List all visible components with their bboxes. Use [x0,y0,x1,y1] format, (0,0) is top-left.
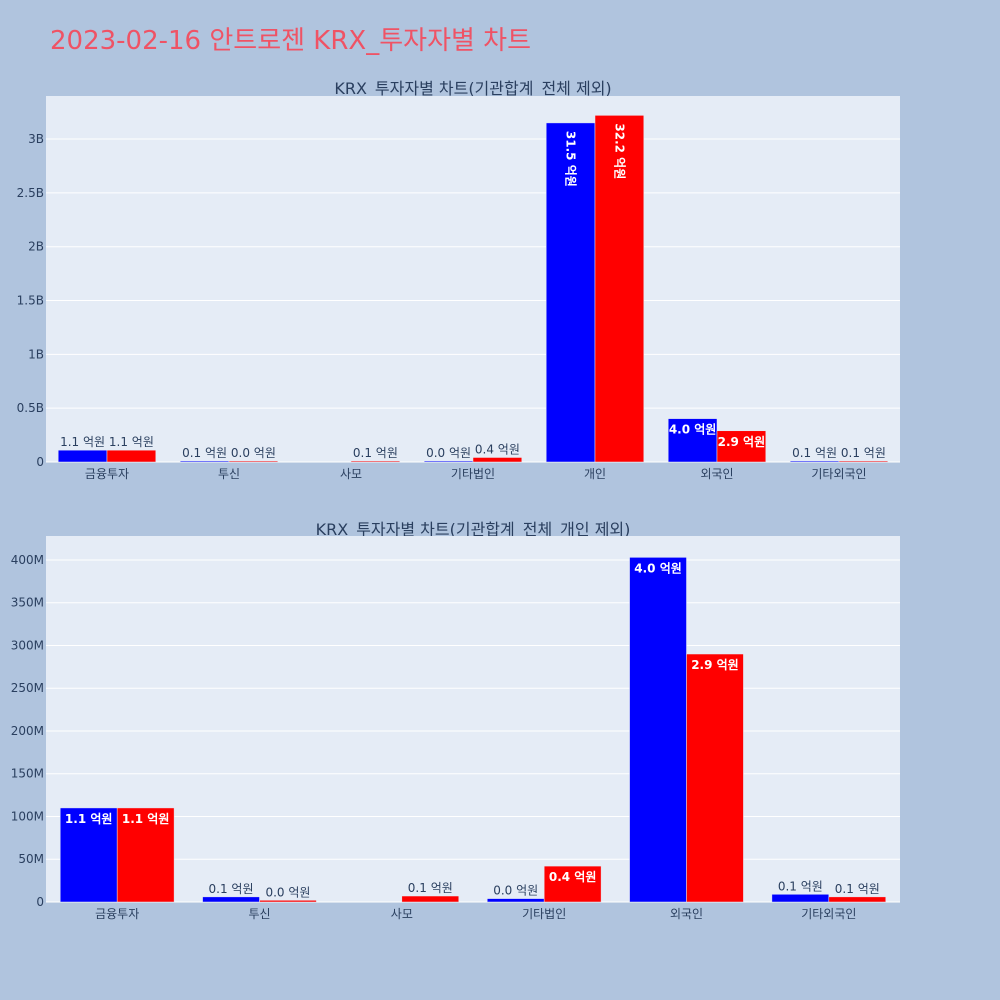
chart-1-y-tick-label: 150M [11,767,44,781]
chart-0-y-tick-label: 3B [28,132,44,146]
chart-0-plot-area [46,96,900,462]
chart-0-y-tick-label: 2B [28,240,44,254]
chart-0-data-label: 1.1 억원 [109,435,154,449]
chart-0-bar [228,460,279,463]
chart-0-y-tick-label: 2.5B [17,186,44,200]
chart-1-bar [629,557,687,903]
chart-1-title: KRX_투자자별 차트(기관합계_전체_개인 제외) [316,520,631,540]
chart-1-bar [686,653,744,903]
chart-1-data-label: 2.9 억원 [691,658,739,672]
chart-0-x-tick-label: 투신 [218,467,240,481]
chart-1-x-tick-label: 투신 [248,907,270,921]
chart-1-data-label: 0.4 억원 [549,870,597,884]
chart-1-bar [59,807,118,903]
chart-0-data-label: 2.9 억원 [718,435,766,449]
chart-1-y-tick-label: 400M [11,553,44,567]
chart-0-data-label: 1.1 억원 [60,435,105,449]
chart-0-data-label: 0.0 억원 [231,446,276,460]
chart-1-y-tick-label: 350M [11,596,44,610]
chart-0-bar [472,457,523,463]
chart-1-y-tick-label: 0 [36,895,44,909]
chart-0-x-tick-label: 사모 [340,467,362,481]
chart-1-y-tick-label: 300M [11,638,44,652]
chart-0-bar [350,460,401,463]
chart-1-bar [401,895,460,903]
chart-0-bar [594,115,645,463]
chart-1-y-tick-label: 100M [11,809,44,823]
chart-1-bar [771,894,830,903]
chart-1-data-label: 4.0 억원 [634,561,682,575]
chart-1-data-label: 0.0 억원 [493,884,538,898]
chart-1-plot-area [46,536,900,902]
chart-1-y-tick-label: 200M [11,724,44,738]
chart-0-data-label: 0.1 억원 [841,446,886,460]
chart-0-bar [106,449,157,463]
chart-1-bar [259,900,317,903]
chart-0-data-label: 0.1 억원 [353,446,398,460]
chart-0-data-label: 4.0 억원 [669,423,717,437]
chart-1-x-tick-label: 기타외국인 [801,907,856,921]
chart-0-bar [667,418,718,463]
chart-1-data-label: 0.1 억원 [835,882,880,896]
chart-1-data-label: 0.0 억원 [265,885,310,899]
chart-top: KRX_투자자별 차트(기관합계_전체 제외) 0 0.5B 1B 1.5B 2B 2.5B… [17,79,900,481]
chart-0-data-label: 32.2 억원 [612,123,626,179]
chart-1-bar [486,898,545,903]
chart-0-x-tick-label: 외국인 [700,467,733,481]
chart-1-data-label: 0.1 억원 [778,879,823,893]
chart-0-y-tick-label: 1.5B [17,294,44,308]
chart-1-y-tick-label: 50M [18,852,44,866]
chart-1-data-label: 0.1 억원 [408,881,453,895]
chart-1-data-label: 1.1 억원 [122,812,170,826]
chart-1-y-tick-label: 250M [11,681,44,695]
chart-0-bar [716,430,767,463]
chart-0-x-tick-label: 개인 [584,467,606,481]
chart-0-x-tick-label: 금융투자 [85,467,129,481]
chart-1-x-tick-label: 외국인 [670,907,703,921]
chart-0-y-tick-label: 0.5B [17,401,44,415]
chart-1-bar [202,896,260,903]
chart-1-x-tick-label: 기타법인 [522,907,566,921]
chart-0-x-tick-label: 기타법인 [451,467,495,481]
chart-0-y-tick-label: 1B [28,347,44,361]
chart-0-data-label: 0.4 억원 [475,442,520,456]
chart-0-bar [838,460,889,463]
chart-0-x-tick-label: 기타외국인 [811,467,866,481]
chart-1-bar [828,896,887,903]
chart-1-bar [116,807,175,903]
chart-0-data-label: 31.5 억원 [564,131,578,187]
page-title: 2023-02-16 안트로젠 KRX_투자자별 차트 [50,26,532,56]
chart-0-data-label: 0.1 억원 [182,446,227,460]
chart-0-y-tick-label: 0 [36,455,44,469]
chart-1-bar [543,865,602,903]
chart-1-x-tick-label: 금융투자 [95,907,139,921]
chart-1-x-tick-label: 사모 [391,907,413,921]
chart-1-data-label: 1.1 억원 [65,812,113,826]
chart-0-data-label: 0.1 억원 [792,446,837,460]
chart-1-data-label: 0.1 억원 [209,882,254,896]
chart-0-title: KRX_투자자별 차트(기관합계_전체 제외) [334,79,611,99]
chart-0-data-label: 0.0 억원 [426,446,471,460]
